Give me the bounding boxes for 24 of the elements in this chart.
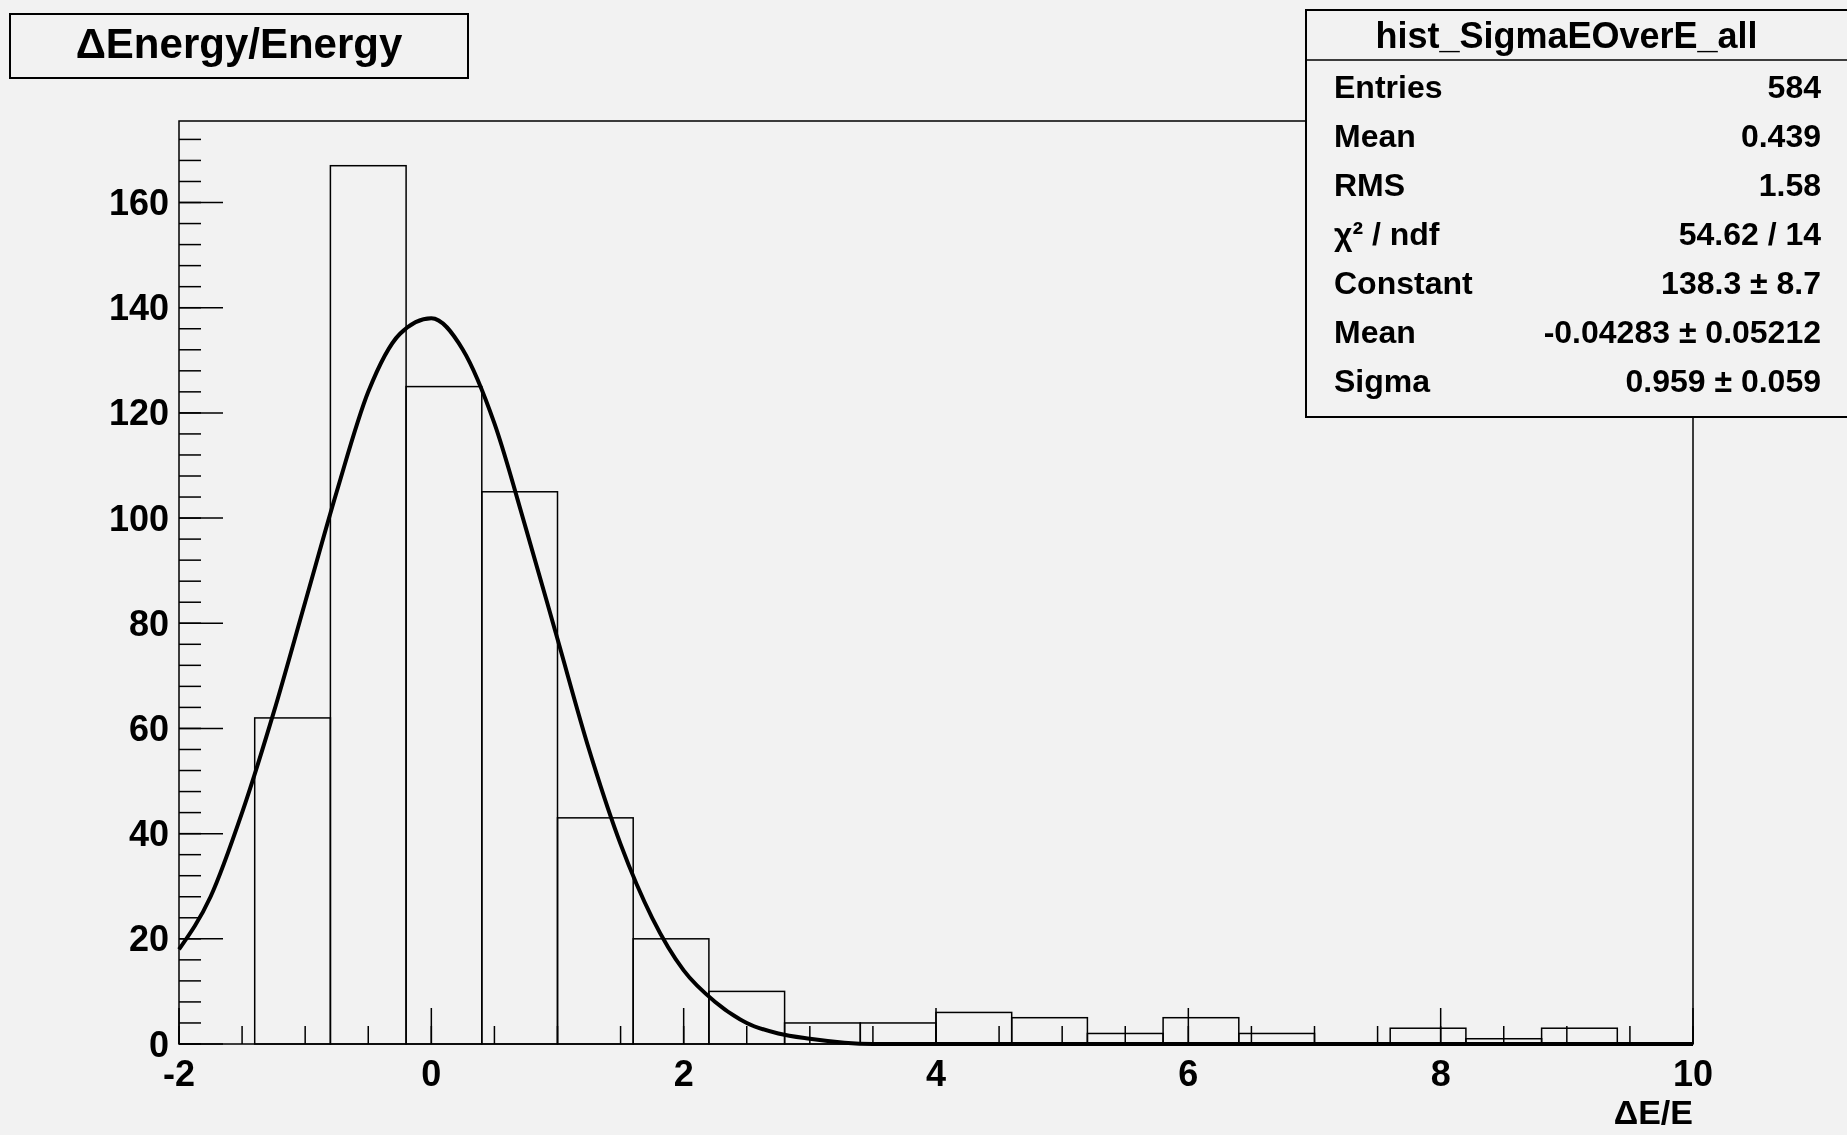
x-tick-label: 0 bbox=[421, 1053, 442, 1094]
y-tick-label: 120 bbox=[108, 392, 169, 434]
text: Mean -0.04283 ± 0.05212 bbox=[1334, 314, 1821, 350]
y-tick-label: 100 bbox=[108, 497, 169, 539]
text: RMS 1.58 bbox=[1334, 167, 1821, 203]
x-tick-label: 4 bbox=[925, 1053, 947, 1094]
x-tick-label: 8 bbox=[1430, 1053, 1451, 1094]
text: χ² / ndf 54.62 / 14 bbox=[1334, 216, 1821, 252]
chart-title: ΔEnergy/Energy bbox=[75, 20, 403, 67]
text: Mean 0.439 bbox=[1334, 118, 1821, 154]
y-tick-label: 60 bbox=[128, 708, 169, 750]
text: hist_SigmaEOverE_all bbox=[1375, 15, 1758, 56]
text: Sigma 0.959 ± 0.059 bbox=[1334, 363, 1821, 399]
y-tick-label: 80 bbox=[128, 602, 169, 644]
text: Entries 584 bbox=[1334, 69, 1821, 105]
y-tick-label: 20 bbox=[128, 918, 169, 960]
x-tick-label: 2 bbox=[673, 1053, 694, 1094]
x-tick-label: 6 bbox=[1178, 1053, 1199, 1094]
y-tick-label: 40 bbox=[128, 813, 169, 855]
x-tick-label: 10 bbox=[1672, 1053, 1714, 1094]
x-axis-title: ΔE/E bbox=[1613, 1093, 1693, 1131]
text: Constant 138.3 ± 8.7 bbox=[1334, 265, 1821, 301]
y-tick-label: 160 bbox=[108, 182, 169, 224]
y-tick-label: 140 bbox=[108, 287, 169, 329]
